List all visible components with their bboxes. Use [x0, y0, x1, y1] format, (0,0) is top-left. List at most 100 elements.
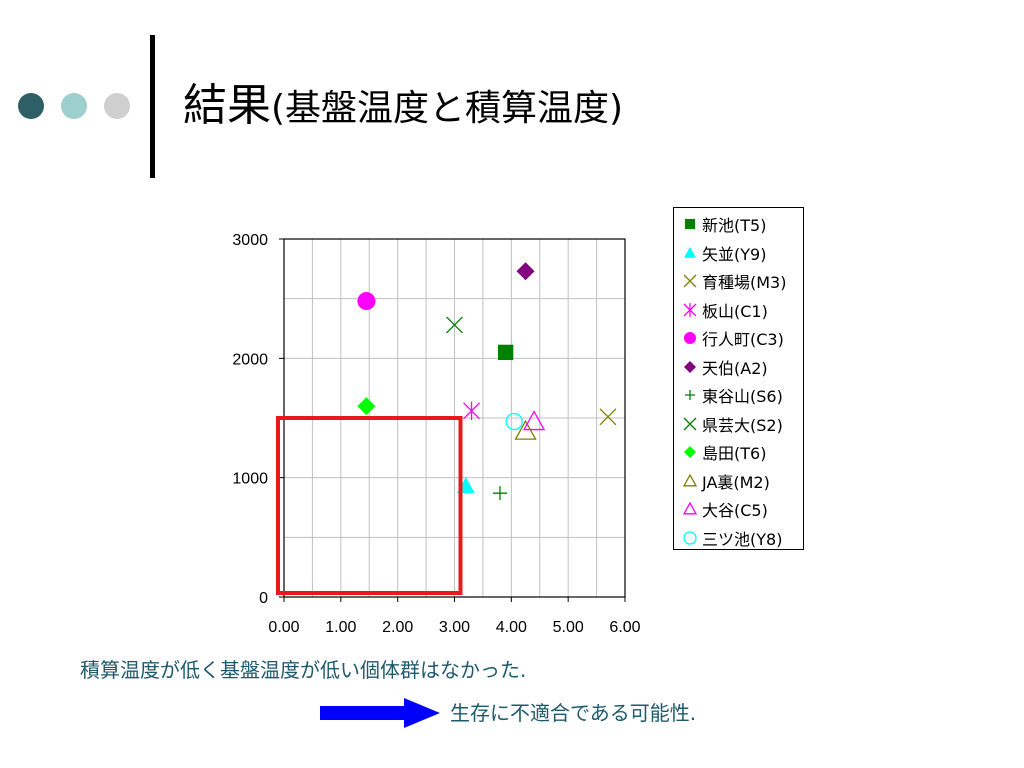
- marker-x: [683, 417, 697, 430]
- implication-text: 生存に不適合である可能性.: [450, 701, 697, 725]
- legend-label: 矢並(Y9): [702, 244, 767, 264]
- legend-marker: [684, 332, 696, 344]
- data-point: [516, 262, 535, 281]
- legend-marker-icon: [684, 332, 696, 344]
- y-tick-label: 2000: [232, 351, 268, 368]
- legend-item: 島田(T6): [682, 440, 766, 464]
- chart-legend: 新池(T5) 矢並(Y9) 育種場(M3) 板山(C1) 行人町(C3) 天伯(A2) 東谷…: [673, 207, 804, 550]
- legend-marker-icon: [683, 274, 697, 288]
- legend-label: 東谷山(S6): [702, 387, 783, 406]
- legend-item: 新池(T5): [682, 212, 766, 236]
- legend-marker: [684, 246, 696, 258]
- marker-asterisk: [463, 401, 481, 421]
- marker-asterisk: [683, 302, 697, 317]
- marker-triangle-open: [522, 410, 546, 431]
- marker-triangle: [684, 246, 696, 258]
- title-main: 結果: [183, 80, 271, 131]
- data-point: [492, 486, 507, 501]
- legend-item: 育種場(M3): [682, 269, 786, 293]
- marker-square: [684, 218, 696, 230]
- decorative-dots: [18, 93, 138, 123]
- data-point: [446, 316, 463, 334]
- x-tick-label: 3.00: [439, 619, 470, 636]
- marker-plus: [685, 390, 695, 400]
- legend-marker: [684, 446, 696, 458]
- x-tick-label: 2.00: [382, 619, 413, 636]
- legend-label: 行人町(C3): [702, 330, 784, 349]
- legend-marker: [683, 302, 697, 317]
- dark-teal-dot: [18, 93, 44, 119]
- data-point: [357, 292, 376, 311]
- title-divider: [150, 35, 155, 178]
- legend-label: 大谷(C5): [702, 501, 768, 520]
- legend-marker: [684, 360, 696, 373]
- legend-label: 島田(T6): [702, 444, 767, 463]
- y-tick-label: 3000: [232, 232, 268, 249]
- marker-circle-open: [683, 530, 697, 545]
- data-point: [505, 412, 523, 431]
- legend-marker-icon: [685, 390, 695, 400]
- legend-marker: [684, 218, 696, 230]
- marker-diamond: [684, 360, 696, 373]
- data-point: [463, 401, 481, 421]
- legend-item: 天伯(A2): [682, 355, 768, 379]
- legend-marker: [682, 473, 698, 486]
- legend-marker-icon: [682, 501, 698, 515]
- x-tick-label: 4.00: [496, 619, 527, 636]
- legend-marker-icon: [683, 302, 697, 317]
- x-tick-label: 6.00: [609, 619, 640, 636]
- marker-triangle-open: [682, 501, 698, 515]
- marker-x: [683, 274, 697, 288]
- marker-x: [599, 408, 617, 426]
- marker-x: [446, 316, 463, 334]
- legend-marker: [682, 501, 698, 515]
- legend-marker-icon: [684, 218, 696, 230]
- legend-label: 板山(C1): [702, 301, 768, 321]
- legend-item: 行人町(C3): [682, 326, 784, 350]
- marker-plus: [492, 486, 507, 501]
- legend-marker: [683, 530, 697, 545]
- marker-circle-open: [505, 412, 523, 431]
- legend-label: 県芸大(S2): [702, 415, 783, 435]
- legend-item: 県芸大(S2): [682, 412, 783, 436]
- data-point: [357, 397, 376, 416]
- y-tick-label: 0: [259, 590, 268, 607]
- x-tick-label: 0.00: [268, 619, 299, 636]
- data-point: [599, 408, 617, 426]
- x-tick-label: 5.00: [553, 619, 584, 636]
- legend-marker: [683, 417, 697, 430]
- slide-title: 結果(基盤温度と積算温度): [183, 76, 623, 139]
- light-teal-dot: [61, 93, 87, 119]
- marker-diamond: [516, 262, 535, 281]
- data-point: [522, 410, 546, 431]
- legend-marker-icon: [683, 417, 697, 430]
- legend-marker-icon: [683, 530, 697, 545]
- x-tick-label: 1.00: [325, 619, 356, 636]
- legend-item: 三ツ池(Y8): [682, 526, 782, 550]
- legend-label: 新池(T5): [702, 216, 767, 235]
- title-sub: (基盤温度と積算温度): [271, 88, 624, 129]
- data-point: [498, 344, 514, 361]
- right-arrow-icon: [320, 698, 440, 728]
- legend-label: JA裏(M2): [702, 472, 770, 492]
- legend-item: 矢並(Y9): [682, 241, 766, 265]
- legend-marker-icon: [684, 446, 696, 458]
- legend-item: JA裏(M2): [682, 469, 770, 493]
- highlight-region-box: [276, 416, 463, 595]
- y-tick-label: 1000: [232, 471, 268, 488]
- conclusion-text: 積算温度が低く基盤温度が低い個体群はなかった.: [80, 658, 527, 682]
- legend-item: 大谷(C5): [682, 497, 768, 521]
- legend-marker-icon: [684, 246, 696, 258]
- legend-label: 三ツ池(Y8): [702, 529, 783, 549]
- legend-item: 板山(C1): [682, 298, 768, 322]
- marker-diamond: [684, 446, 696, 458]
- marker-triangle-open: [682, 473, 698, 486]
- marker-square: [498, 344, 514, 361]
- legend-marker-icon: [684, 360, 696, 373]
- legend-label: 育種場(M3): [702, 273, 787, 292]
- legend-label: 天伯(A2): [702, 358, 768, 378]
- marker-circle: [357, 292, 376, 311]
- legend-marker: [683, 274, 697, 288]
- marker-circle: [684, 332, 696, 344]
